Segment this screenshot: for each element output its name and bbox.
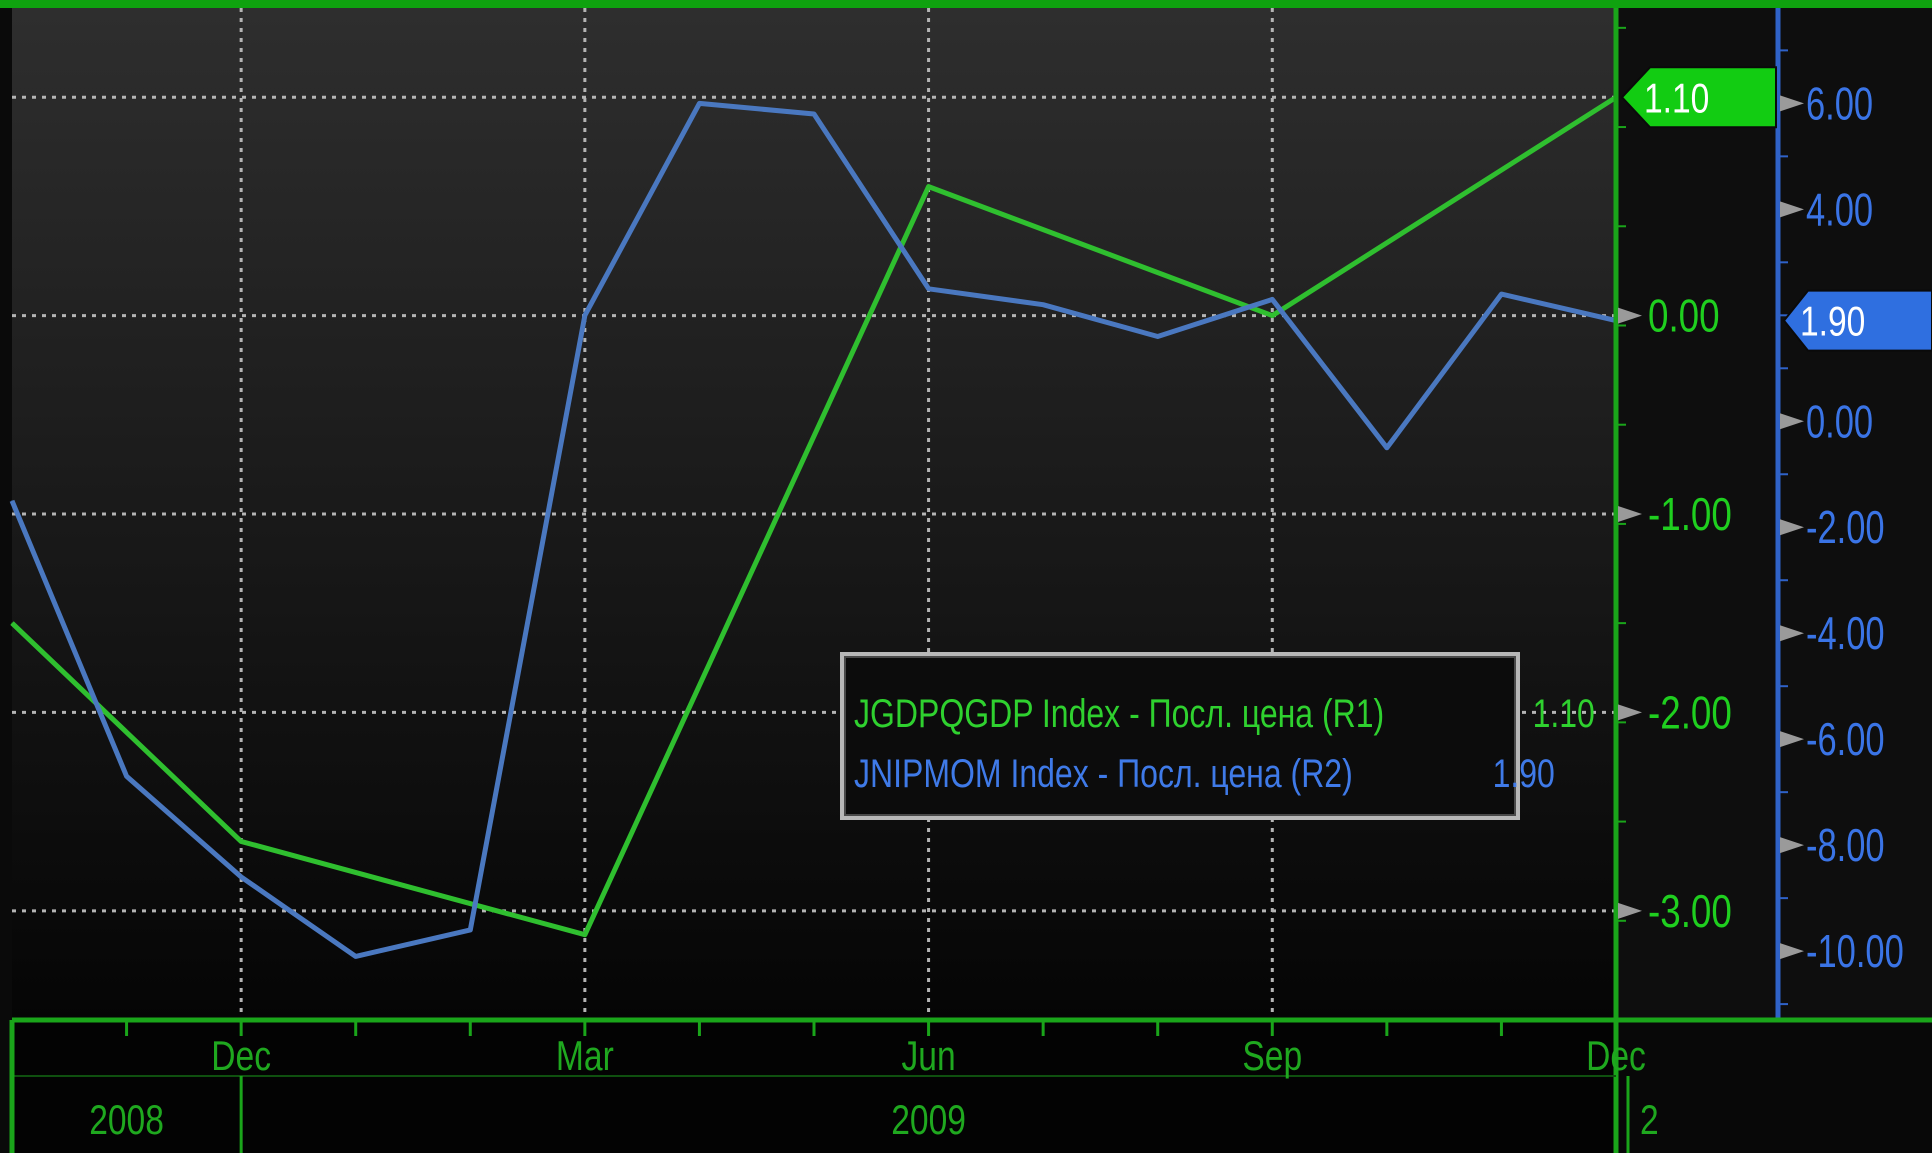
x-year-label: 2 <box>1640 1098 1659 1144</box>
r2-tick-marker <box>1780 95 1804 112</box>
series-point-r2 <box>1271 298 1273 300</box>
series-point-r1 <box>11 622 13 624</box>
series-point-r2 <box>1500 293 1502 295</box>
legend-row-r2: JNIPMOM Index - Посл. цена (R2) 1.90 <box>854 746 1555 802</box>
r2-tick-label: -8.00 <box>1806 819 1885 871</box>
series-point-r2 <box>240 876 242 878</box>
series-point-r2 <box>1386 447 1388 449</box>
series-point-r2 <box>813 113 815 115</box>
r1-tick-marker <box>1618 902 1642 919</box>
legend: JGDPQGDP Index - Посл. цена (R1) 1.10 JN… <box>840 652 1595 820</box>
x-tick-label: Dec <box>211 1034 271 1080</box>
legend-row-r1: JGDPQGDP Index - Посл. цена (R1) 1.10 <box>854 686 1595 742</box>
r1-axis-panel <box>1616 8 1776 1020</box>
series-point-r2 <box>698 102 700 104</box>
series-point-r2 <box>928 288 930 290</box>
r2-tick-marker <box>1780 837 1804 854</box>
series-point-r2 <box>355 955 357 957</box>
r2-tick-marker <box>1780 625 1804 642</box>
x-year-label: 2009 <box>891 1098 966 1144</box>
r2-tick-marker <box>1780 519 1804 536</box>
r2-tick-label: 0.00 <box>1806 395 1873 447</box>
series-layer <box>9 95 1618 959</box>
corner-panel <box>1616 1020 1932 1153</box>
series-point-r1 <box>240 840 242 842</box>
x-tick-label: Sep <box>1242 1034 1302 1080</box>
r2-tick-label: 6.00 <box>1806 78 1873 130</box>
r2-tick-marker <box>1780 731 1804 748</box>
r1-tick-label: -3.00 <box>1648 885 1732 937</box>
r1-tick-label: 0.00 <box>1648 290 1720 342</box>
horizontal-gridlines <box>12 95 1616 913</box>
r2-tick-label: -10.00 <box>1806 925 1904 977</box>
r1-axis-ticks: 0.00 -1.00 -2.00 -3.00 <box>1616 26 1732 1021</box>
x-tick-label: Jun <box>901 1034 955 1080</box>
r2-tick-label: 4.00 <box>1806 183 1873 235</box>
r2-tick-label: -6.00 <box>1806 713 1885 765</box>
r2-last-value-label: 1.90 <box>1800 299 1865 345</box>
x-tick-label: Mar <box>556 1034 614 1080</box>
x-tick-label: Dec <box>1586 1034 1646 1080</box>
r2-tick-marker <box>1780 201 1804 218</box>
legend-series-name: JGDPQGDP Index - Посл. цена (R1) <box>854 691 1385 736</box>
r1-tick-label: -2.00 <box>1648 686 1732 738</box>
r1-tick-marker <box>1618 307 1642 324</box>
r2-last-value-flag: 1.90 <box>1782 289 1932 352</box>
r2-tick-label: -4.00 <box>1806 607 1885 659</box>
r2-tick-marker <box>1780 943 1804 960</box>
r1-tick-marker <box>1618 506 1642 522</box>
series-line-r1 <box>10 95 1618 938</box>
top-frame <box>0 0 1932 8</box>
r1-tick-label: -1.00 <box>1648 488 1732 540</box>
series-point-r2 <box>1157 336 1159 338</box>
x-year-label: 2008 <box>89 1098 164 1144</box>
r2-axis-panel <box>1776 8 1932 1020</box>
series-point-r2 <box>469 929 471 931</box>
r1-tick-marker <box>1618 704 1642 721</box>
r2-tick-marker <box>1780 413 1804 430</box>
r2-axis-ticks: 6.00 4.00 0.00 -2.00 -4.00 -6.00 -8.00 -10.00 <box>1778 49 1904 1006</box>
legend-series-value: 1.90 <box>1493 751 1556 796</box>
series-point-r1 <box>928 186 930 188</box>
series-point-r2 <box>1042 304 1044 306</box>
series-point-r2 <box>126 775 128 777</box>
r1-last-value-flag: 1.10 <box>1620 66 1777 129</box>
series-point-r1 <box>584 934 586 936</box>
legend-series-name: JNIPMOM Index - Посл. цена (R2) <box>854 751 1353 796</box>
series-point-r2 <box>11 500 13 502</box>
r1-last-value-label: 1.10 <box>1644 76 1709 122</box>
series-point-r2 <box>584 314 586 316</box>
x-axis-ticks: Dec Mar Jun Sep Dec 2008 2009 2 <box>89 1020 1659 1153</box>
legend-series-value: 1.10 <box>1532 691 1595 736</box>
series-point-r1 <box>1271 315 1273 317</box>
time-axis-panel <box>12 1020 1616 1153</box>
r2-tick-label: -2.00 <box>1806 501 1885 553</box>
